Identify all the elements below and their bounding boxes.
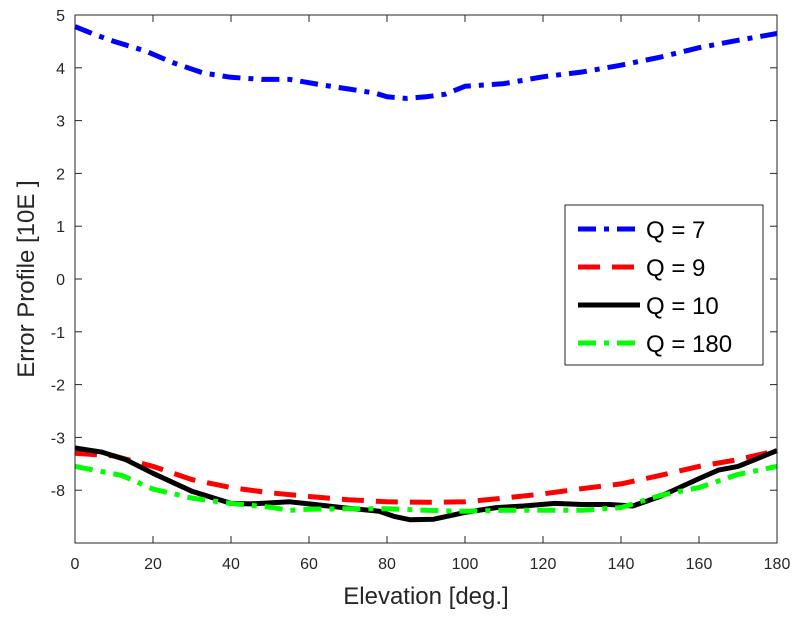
- legend-label: Q = 180: [646, 331, 732, 358]
- legend-label: Q = 10: [646, 293, 719, 320]
- y-tick-label: -8: [51, 483, 65, 500]
- x-axis-label: Elevation [deg.]: [343, 583, 508, 610]
- x-tick-label: 160: [686, 556, 713, 573]
- y-tick-label: -1: [51, 325, 65, 342]
- y-tick-label: 1: [56, 219, 65, 236]
- x-tick-label: 140: [608, 556, 635, 573]
- legend-label: Q = 7: [646, 217, 705, 244]
- series-line-q-180: [74, 463, 778, 514]
- series-line-q-9: [74, 448, 778, 505]
- y-tick-label: 0: [56, 272, 65, 289]
- legend-box: [564, 204, 764, 366]
- y-tick-label: 2: [56, 166, 65, 183]
- x-tick-label: 20: [144, 556, 162, 573]
- x-tick-label: 80: [378, 556, 396, 573]
- x-tick-label: 40: [222, 556, 240, 573]
- y-tick-label: 5: [56, 8, 65, 25]
- y-axis-label: Error Profile [10E ]: [13, 180, 40, 377]
- series-line-q-10: [74, 445, 778, 523]
- y-tick-label: 3: [56, 114, 65, 131]
- x-tick-label: 0: [71, 556, 80, 573]
- y-axis: 5 4 3 2 1 0 -1 -2 -3 -8: [51, 8, 777, 500]
- x-tick-label: 60: [300, 556, 318, 573]
- x-tick-label: 100: [452, 556, 479, 573]
- x-tick-label: 180: [764, 556, 791, 573]
- series-line-q-7: [74, 24, 778, 101]
- y-tick-label: 4: [56, 61, 65, 78]
- legend-label: Q = 9: [646, 255, 705, 282]
- x-axis: 0 20 40 60 80 100 120 140 160 180: [71, 15, 791, 573]
- y-tick-label: -2: [51, 378, 65, 395]
- y-tick-label: -3: [51, 430, 65, 447]
- x-tick-label: 120: [530, 556, 557, 573]
- legend: Q = 7 Q = 9 Q = 10 Q = 180: [564, 204, 764, 366]
- series-layer: [74, 24, 778, 523]
